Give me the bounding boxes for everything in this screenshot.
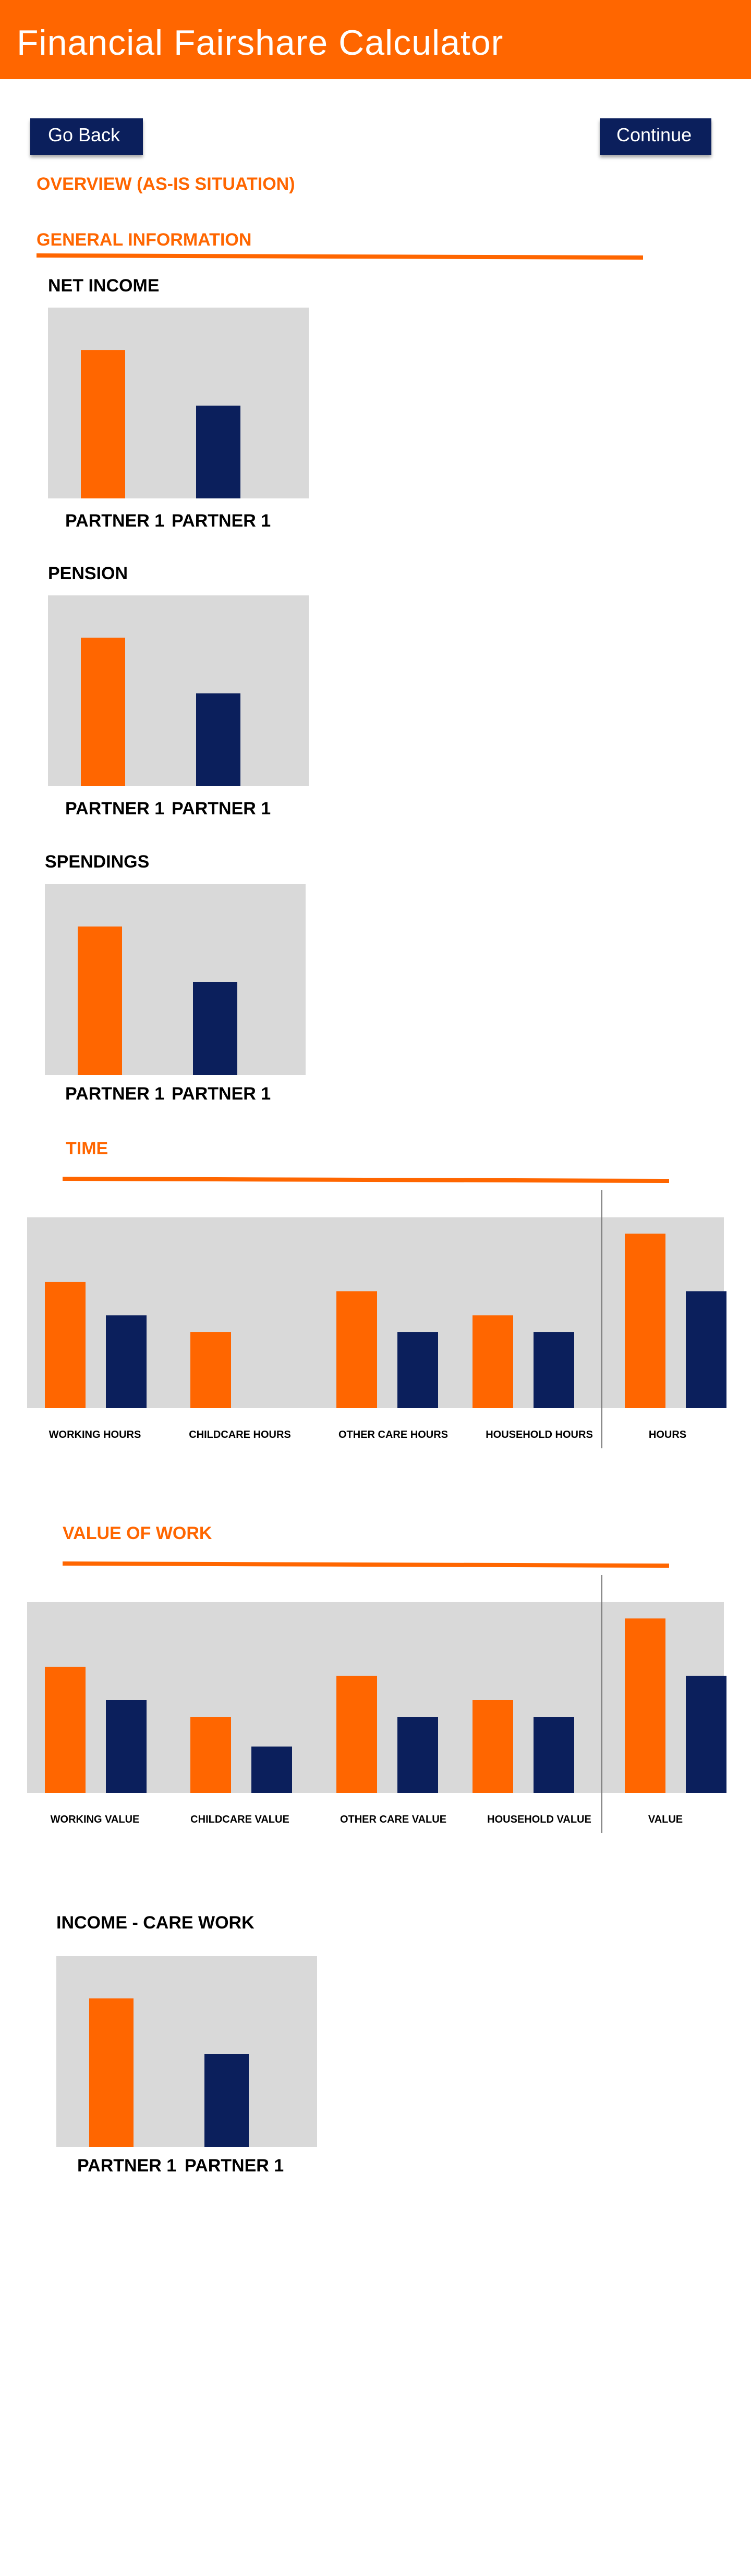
time-bar-s2-c4 xyxy=(534,1332,574,1408)
value-bar-s2-c4 xyxy=(534,1717,574,1793)
net-income-bar-chart xyxy=(48,308,309,498)
value-bar-s1-c1 xyxy=(45,1666,86,1793)
pension-title: PENSION xyxy=(48,564,128,583)
time-bar-chart xyxy=(27,1217,726,1408)
net-income-partner-label-1: PARTNER 1 xyxy=(65,511,165,531)
spendings-bar-chart xyxy=(45,884,306,1075)
value-chart xyxy=(27,1602,726,1793)
value-category-label-household: HOUSEHOLD VALUE xyxy=(487,1814,591,1825)
value-bar-s1-c2 xyxy=(190,1717,231,1793)
income-care-bar-2 xyxy=(204,2054,249,2147)
spendings-bar-2 xyxy=(193,982,237,1075)
continue-label: Continue xyxy=(616,124,692,145)
time-bar-s2-c1 xyxy=(106,1315,147,1408)
pension-partner-label-2: PARTNER 1 xyxy=(172,799,271,819)
time-category-label-total: HOURS xyxy=(648,1429,687,1440)
net-income-bar-2 xyxy=(196,406,240,498)
go-back-button[interactable]: Go Back xyxy=(30,118,143,155)
value-category-label-other-care: OTHER CARE VALUE xyxy=(340,1814,447,1825)
income-care-partner-label-2: PARTNER 1 xyxy=(185,2156,284,2176)
income-care-partner-label-1: PARTNER 1 xyxy=(77,2156,177,2176)
value-category-label-childcare: CHILDCARE VALUE xyxy=(190,1814,289,1825)
income-care-work-chart xyxy=(56,1956,317,2147)
value-of-work-heading: VALUE OF WORK xyxy=(63,1523,212,1543)
value-bar-s1-c4 xyxy=(473,1700,513,1793)
app-header: Financial Fairshare Calculator xyxy=(0,0,751,79)
income-care-work-title: INCOME - CARE WORK xyxy=(56,1913,255,1933)
value-bar-s2-c2 xyxy=(251,1747,292,1793)
spendings-title: SPENDINGS xyxy=(45,852,150,872)
spendings-partner-label-2: PARTNER 1 xyxy=(172,1084,271,1104)
time-category-label-working: WORKING HOURS xyxy=(49,1429,141,1440)
spendings-partner-label-1: PARTNER 1 xyxy=(65,1084,165,1104)
time-bar-s1-c5 xyxy=(625,1234,665,1408)
spendings-chart xyxy=(45,884,306,1075)
time-bar-s1-c3 xyxy=(336,1291,377,1408)
value-category-label-total: VALUE xyxy=(648,1814,683,1825)
value-bar-s2-c3 xyxy=(397,1717,438,1793)
pension-bar-1 xyxy=(81,638,125,786)
general-information-underline xyxy=(36,253,644,260)
value-bar-s2-c5 xyxy=(686,1676,726,1793)
go-back-label: Go Back xyxy=(48,124,120,145)
value-bar-s2-c1 xyxy=(106,1700,147,1793)
time-category-label-household: HOUSEHOLD HOURS xyxy=(486,1429,593,1440)
time-bar-s2-c3 xyxy=(397,1332,438,1408)
value-bar-s1-c5 xyxy=(625,1618,665,1793)
pension-chart xyxy=(48,595,309,786)
continue-button[interactable]: Continue xyxy=(600,118,711,155)
income-care-bar-1 xyxy=(89,1998,134,2147)
time-heading: TIME xyxy=(66,1139,108,1158)
income-care-work-bar-chart xyxy=(56,1956,317,2147)
overview-heading: OVERVIEW (AS-IS SITUATION) xyxy=(37,174,295,194)
time-bar-s1-c4 xyxy=(473,1315,513,1408)
value-category-label-working: WORKING VALUE xyxy=(50,1814,140,1825)
net-income-chart xyxy=(48,308,309,498)
value-of-work-underline xyxy=(62,1561,670,1568)
value-total-divider xyxy=(601,1575,602,1833)
net-income-bar-1 xyxy=(81,350,125,498)
time-bar-s1-c1 xyxy=(45,1281,86,1408)
net-income-partner-label-2: PARTNER 1 xyxy=(172,511,271,531)
spendings-bar-1 xyxy=(78,926,122,1075)
time-total-divider xyxy=(601,1190,602,1448)
time-bar-s1-c2 xyxy=(190,1332,231,1408)
time-category-label-other-care: OTHER CARE HOURS xyxy=(338,1429,449,1440)
value-bar-chart xyxy=(27,1602,726,1793)
pension-partner-label-1: PARTNER 1 xyxy=(65,799,165,819)
time-underline xyxy=(62,1177,670,1183)
net-income-title: NET INCOME xyxy=(48,276,160,296)
time-chart xyxy=(27,1217,726,1408)
time-category-label-childcare: CHILDCARE HOURS xyxy=(189,1429,291,1440)
app-title: Financial Fairshare Calculator xyxy=(17,23,504,63)
general-information-heading: GENERAL INFORMATION xyxy=(37,230,252,250)
time-bar-s2-c5 xyxy=(686,1291,726,1408)
pension-bar-2 xyxy=(196,693,240,786)
pension-bar-chart xyxy=(48,595,309,786)
value-bar-s1-c3 xyxy=(336,1676,377,1793)
